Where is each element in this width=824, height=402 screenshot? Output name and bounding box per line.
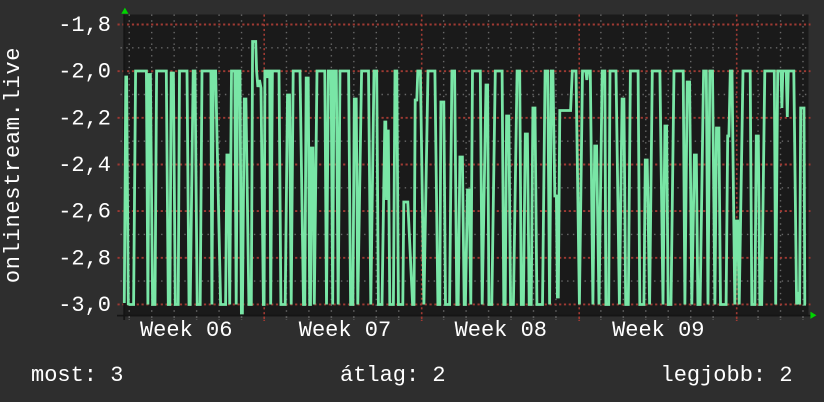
svg-text:-2,4: -2,4 [58, 153, 111, 178]
svg-text:Week 06: Week 06 [140, 318, 232, 343]
svg-text:legjobb: 2: legjobb: 2 [661, 363, 793, 388]
svg-text:-2,2: -2,2 [58, 106, 111, 131]
svg-text:Week 07: Week 07 [299, 318, 391, 343]
svg-text:átlag: 2: átlag: 2 [340, 363, 446, 388]
svg-text:-2,8: -2,8 [58, 246, 111, 271]
svg-text:Week 08: Week 08 [455, 318, 547, 343]
svg-text:onlinestream.live: onlinestream.live [1, 47, 26, 283]
svg-text:-1,8: -1,8 [58, 13, 111, 38]
svg-text:most: 3: most: 3 [31, 363, 123, 388]
svg-text:Week 09: Week 09 [612, 318, 704, 343]
svg-text:-3,0: -3,0 [58, 293, 111, 318]
svg-text:-2,0: -2,0 [58, 60, 111, 85]
svg-text:-2,6: -2,6 [58, 200, 111, 225]
